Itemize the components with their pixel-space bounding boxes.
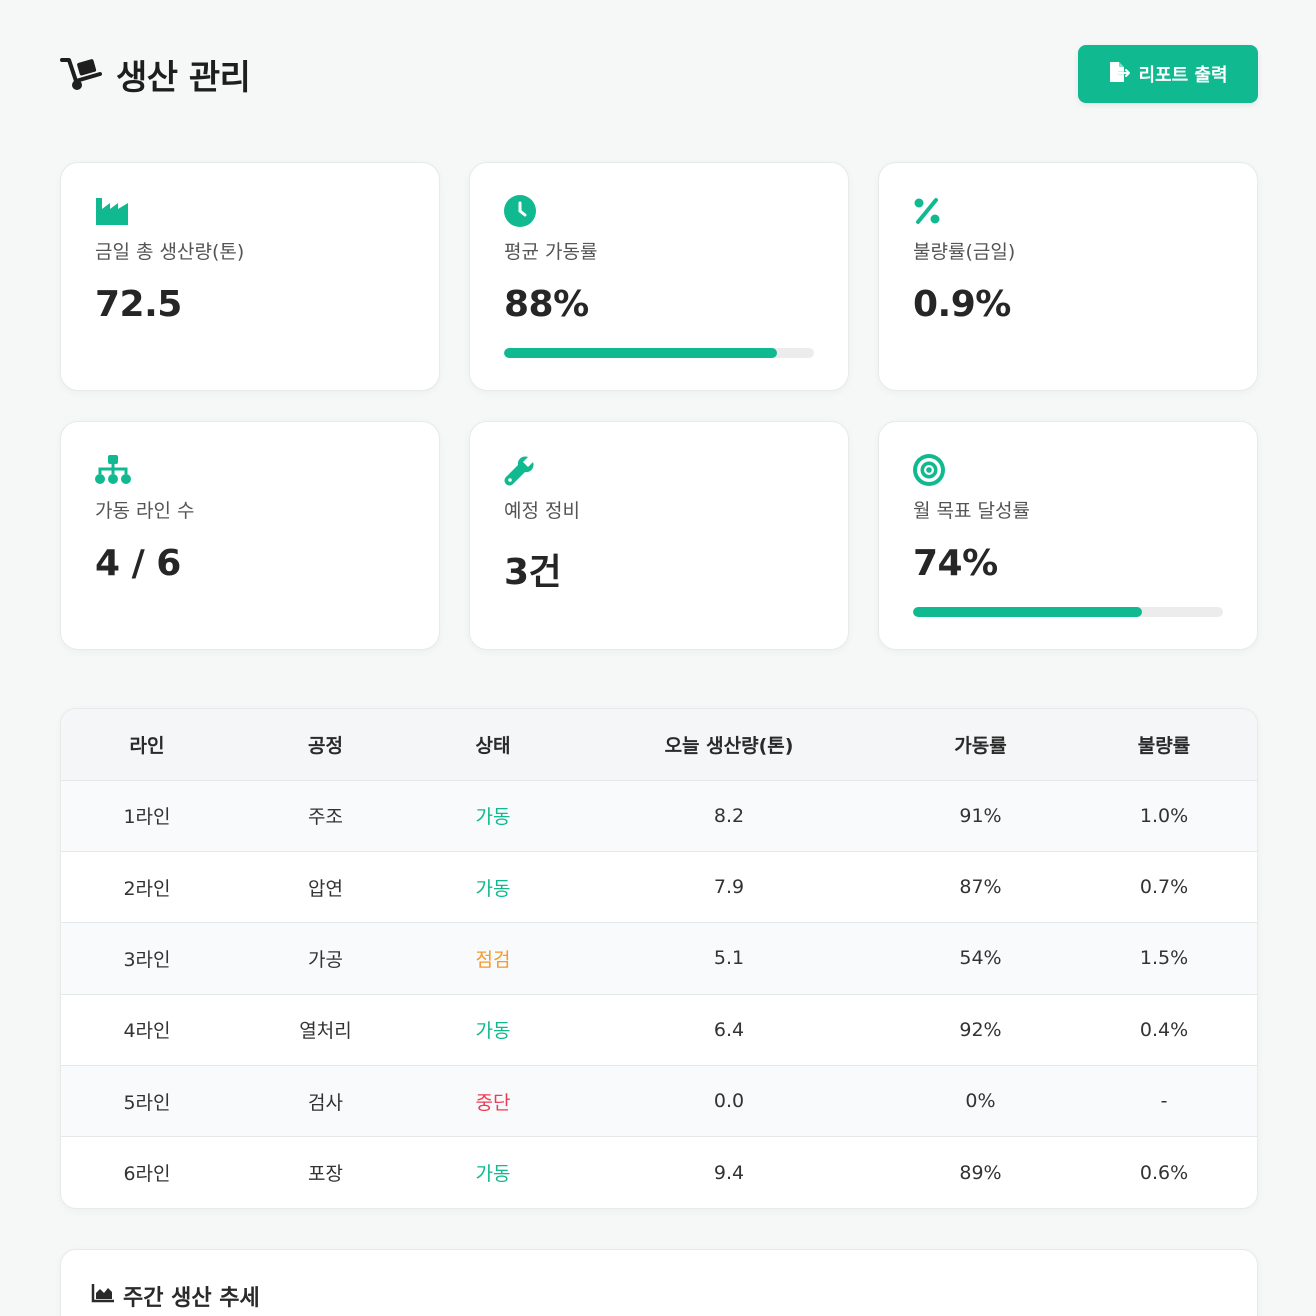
sitemap-icon bbox=[95, 454, 131, 486]
weekly-trend-title-text: 주간 생산 추세 bbox=[123, 1286, 260, 1312]
page-title-group: 생산 관리 bbox=[60, 50, 251, 99]
cell-output: 7.9 bbox=[568, 850, 890, 923]
stat-card-total-production: 금일 총 생산량(톤) 72.5 bbox=[60, 162, 440, 391]
cell-utilization: 87% bbox=[890, 850, 1071, 923]
cell-output: 9.4 bbox=[568, 1136, 890, 1209]
stats-grid: 금일 총 생산량(톤) 72.5 평균 가동률 88% bbox=[60, 162, 1258, 650]
cell-status: 가동 bbox=[418, 1136, 568, 1209]
table-row: 5라인 검사 중단 0.0 0% - bbox=[61, 1065, 1257, 1137]
stat-value: 72.5 bbox=[95, 284, 182, 325]
stat-card-defect-rate: 불량률(금일) 0.9% bbox=[878, 162, 1258, 391]
cell-defect: - bbox=[1071, 1065, 1257, 1137]
col-header-defect: 불량률 bbox=[1071, 709, 1257, 780]
stat-label: 금일 총 생산량(톤) bbox=[95, 241, 245, 263]
stat-value: 0.9% bbox=[913, 284, 1011, 325]
production-lines-table-card: 라인 공정 상태 오늘 생산량(톤) 가동률 불량률 1라인 주조 가동 8.2 91%… bbox=[60, 708, 1258, 1210]
industry-icon bbox=[95, 195, 131, 227]
stat-value: 3건 bbox=[504, 552, 562, 593]
table-row: 1라인 주조 가동 8.2 91% 1.0% bbox=[61, 779, 1257, 852]
stat-label: 평균 가동률 bbox=[504, 241, 598, 263]
col-header-process: 공정 bbox=[233, 709, 418, 780]
table-row: 6라인 포장 가동 9.4 89% 0.6% bbox=[61, 1136, 1257, 1209]
stat-card-avg-utilization: 평균 가동률 88% bbox=[469, 162, 849, 391]
stat-value: 74% bbox=[913, 543, 998, 584]
table-header-row: 라인 공정 상태 오늘 생산량(톤) 가동률 불량률 bbox=[61, 709, 1257, 780]
cell-process: 가공 bbox=[233, 922, 418, 995]
cell-utilization: 0% bbox=[890, 1065, 1071, 1137]
stat-label: 월 목표 달성률 bbox=[913, 500, 1030, 522]
bullseye-icon bbox=[913, 454, 949, 486]
stat-value: 4 / 6 bbox=[95, 543, 181, 584]
clock-icon bbox=[504, 195, 540, 227]
cell-line: 2라인 bbox=[61, 850, 233, 923]
cell-line: 1라인 bbox=[61, 779, 233, 852]
cell-output: 6.4 bbox=[568, 993, 890, 1066]
cell-defect: 1.5% bbox=[1071, 922, 1257, 995]
progress-fill bbox=[913, 607, 1143, 617]
cell-process: 압연 bbox=[233, 850, 418, 923]
page-title: 생산 관리 bbox=[116, 57, 251, 98]
production-lines-table: 라인 공정 상태 오늘 생산량(톤) 가동률 불량률 1라인 주조 가동 8.2 91%… bbox=[61, 709, 1257, 1209]
cell-process: 열처리 bbox=[233, 993, 418, 1066]
stat-label: 예정 정비 bbox=[504, 500, 580, 522]
area-chart-icon bbox=[91, 1283, 115, 1309]
cell-utilization: 89% bbox=[890, 1136, 1071, 1209]
wrench-icon bbox=[504, 454, 540, 486]
stat-value: 88% bbox=[504, 284, 589, 325]
report-button-label: 리포트 출력 bbox=[1138, 65, 1228, 86]
cell-status: 가동 bbox=[418, 779, 568, 852]
col-header-utilization: 가동률 bbox=[890, 709, 1071, 780]
cell-defect: 0.7% bbox=[1071, 850, 1257, 923]
stat-card-monthly-target: 월 목표 달성률 74% bbox=[878, 421, 1258, 650]
col-header-line: 라인 bbox=[61, 709, 233, 780]
dolly-icon bbox=[60, 54, 102, 94]
cell-line: 6라인 bbox=[61, 1136, 233, 1209]
report-export-button[interactable]: 리포트 출력 bbox=[1078, 45, 1258, 103]
stat-label: 불량률(금일) bbox=[913, 241, 1016, 263]
weekly-trend-title: 주간 생산 추세 bbox=[91, 1280, 1227, 1312]
table-row: 3라인 가공 점검 5.1 54% 1.5% bbox=[61, 922, 1257, 995]
cell-output: 5.1 bbox=[568, 922, 890, 995]
percent-icon bbox=[913, 195, 949, 227]
progress-fill bbox=[504, 348, 777, 358]
cell-status: 중단 bbox=[418, 1065, 568, 1137]
dashboard: 생산 관리 리포트 출력 금일 총 생산량(톤) 72.5 bbox=[60, 0, 1258, 1316]
cell-utilization: 91% bbox=[890, 779, 1071, 852]
cell-output: 8.2 bbox=[568, 779, 890, 852]
cell-utilization: 54% bbox=[890, 922, 1071, 995]
table-body: 1라인 주조 가동 8.2 91% 1.0% 2라인 압연 가동 7.9 87% 0.7% 3라인 가공 점… bbox=[61, 779, 1257, 1209]
cell-process: 검사 bbox=[233, 1065, 418, 1137]
cell-defect: 0.4% bbox=[1071, 993, 1257, 1066]
cell-process: 포장 bbox=[233, 1136, 418, 1209]
cell-status: 가동 bbox=[418, 850, 568, 923]
target-progress-bar bbox=[913, 607, 1223, 617]
table-row: 2라인 압연 가동 7.9 87% 0.7% bbox=[61, 850, 1257, 923]
cell-process: 주조 bbox=[233, 779, 418, 852]
table-row: 4라인 열처리 가동 6.4 92% 0.4% bbox=[61, 993, 1257, 1066]
weekly-trend-card: 주간 생산 추세 bbox=[60, 1249, 1258, 1316]
page-header: 생산 관리 리포트 출력 bbox=[60, 0, 1258, 150]
cell-status: 가동 bbox=[418, 993, 568, 1066]
stat-card-scheduled-maintenance: 예정 정비 3건 bbox=[469, 421, 849, 650]
cell-status: 점검 bbox=[418, 922, 568, 995]
cell-line: 4라인 bbox=[61, 993, 233, 1066]
cell-output: 0.0 bbox=[568, 1065, 890, 1137]
file-export-icon bbox=[1108, 61, 1132, 88]
utilization-progress-bar bbox=[504, 348, 814, 358]
cell-utilization: 92% bbox=[890, 993, 1071, 1066]
cell-line: 3라인 bbox=[61, 922, 233, 995]
cell-line: 5라인 bbox=[61, 1065, 233, 1137]
stat-label: 가동 라인 수 bbox=[95, 500, 195, 522]
cell-defect: 1.0% bbox=[1071, 779, 1257, 852]
col-header-status: 상태 bbox=[418, 709, 568, 780]
stat-card-active-lines: 가동 라인 수 4 / 6 bbox=[60, 421, 440, 650]
cell-defect: 0.6% bbox=[1071, 1136, 1257, 1209]
col-header-output: 오늘 생산량(톤) bbox=[568, 709, 890, 780]
